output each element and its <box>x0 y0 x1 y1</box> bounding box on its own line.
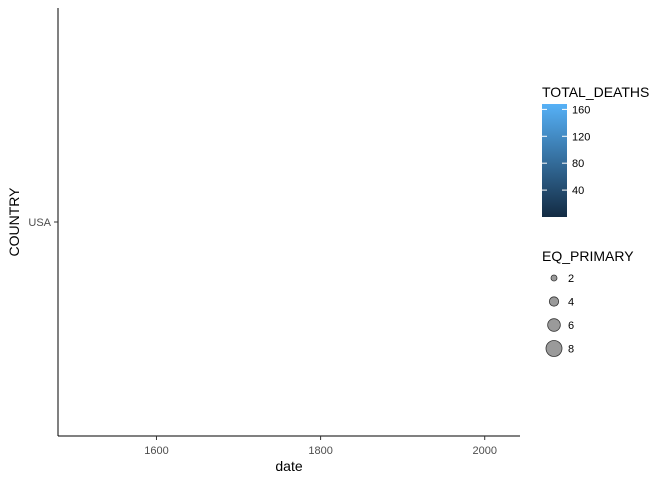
color-legend-tick-label: 120 <box>572 131 590 143</box>
size-legend-key <box>548 296 560 307</box>
size-legend-key <box>547 318 561 332</box>
size-legend-key <box>550 274 558 282</box>
x-tick-label: 1600 <box>144 445 168 457</box>
x-axis-ticks: 1600 1800 2000 <box>144 436 497 457</box>
size-legend-label: 6 <box>568 320 574 332</box>
y-tick-label: USA <box>28 217 51 229</box>
size-legend-label: 4 <box>568 297 574 309</box>
color-legend: TOTAL_DEATHS 40 80 120 160 <box>542 84 649 217</box>
size-legend-key <box>545 340 563 357</box>
color-bar <box>542 104 567 217</box>
color-legend-ticks: 40 80 120 160 <box>542 104 590 197</box>
y-axis-ticks: USA <box>28 217 58 229</box>
x-tick-label: 1800 <box>308 445 332 457</box>
x-axis-title: date <box>275 458 302 474</box>
x-tick-label: 2000 <box>472 445 496 457</box>
size-legend-keys: 2 4 6 8 <box>545 273 574 357</box>
color-legend-tick-label: 80 <box>572 158 584 170</box>
color-legend-tick-label: 40 <box>572 185 584 197</box>
size-legend-label: 2 <box>568 273 574 285</box>
color-legend-tick-label: 160 <box>572 104 590 116</box>
y-axis-title: COUNTRY <box>6 187 22 257</box>
size-legend-title: EQ_PRIMARY <box>542 248 634 264</box>
color-legend-title: TOTAL_DEATHS <box>542 84 649 100</box>
size-legend: EQ_PRIMARY 2 4 6 8 <box>542 248 634 357</box>
size-legend-label: 8 <box>568 344 574 356</box>
